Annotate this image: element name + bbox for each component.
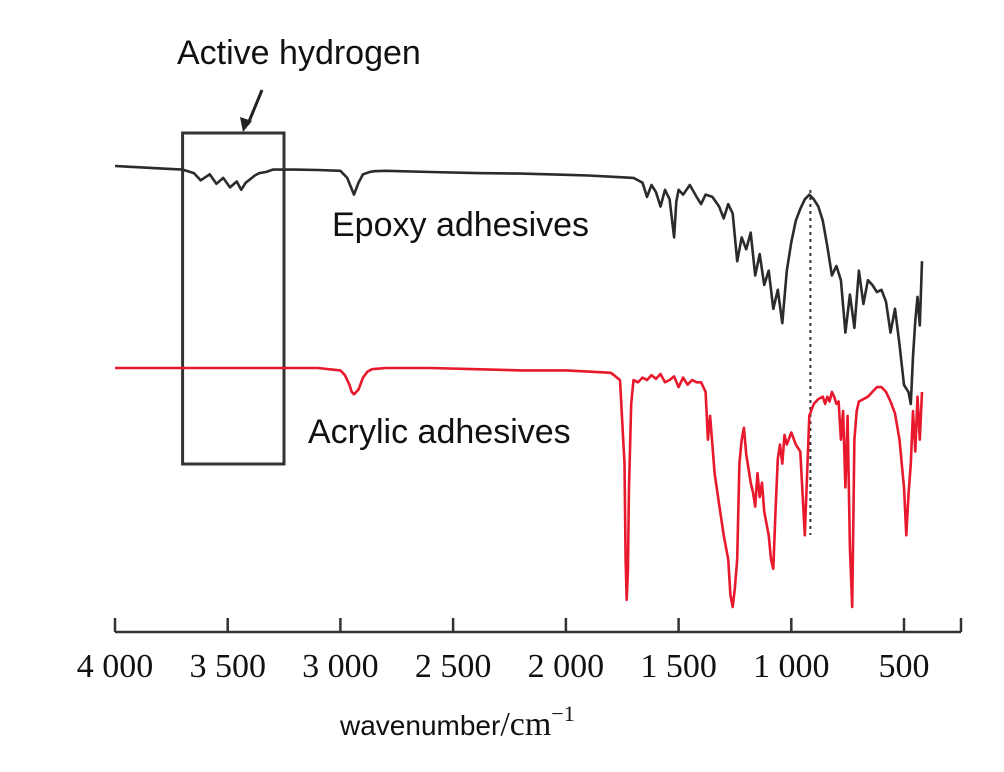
- active-hydrogen-label: Active hydrogen: [177, 34, 421, 72]
- active-hydrogen-box: [181, 131, 286, 466]
- x-tick-label-2500: 2 500: [415, 648, 492, 685]
- x-axis-ticks: 4 000 3 500 3 000 2 500 2 000 1 500 1 000 500: [77, 618, 963, 685]
- x-tick-label-2000: 2 000: [528, 648, 605, 685]
- active-hydrogen-arrowhead: [240, 117, 252, 132]
- x-tick-label-1000: 1 000: [753, 648, 830, 685]
- acrylic-series-label: Acrylic adhesives: [308, 413, 571, 451]
- x-tick-label-4000: 4 000: [77, 648, 154, 685]
- x-tick-label-3000: 3 000: [302, 648, 379, 685]
- epoxy-series-label: Epoxy adhesives: [332, 206, 589, 244]
- x-tick-label-3500: 3 500: [189, 648, 266, 685]
- x-tick-label-500: 500: [879, 648, 930, 685]
- x-tick-label-1500: 1 500: [640, 648, 717, 685]
- active-hydrogen-arrow: [246, 89, 264, 125]
- x-axis-label: wavenumber/cm−1: [339, 701, 575, 743]
- epoxy-spectrum-line: [114, 164, 924, 406]
- acrylic-spectrum-line: [115, 366, 924, 609]
